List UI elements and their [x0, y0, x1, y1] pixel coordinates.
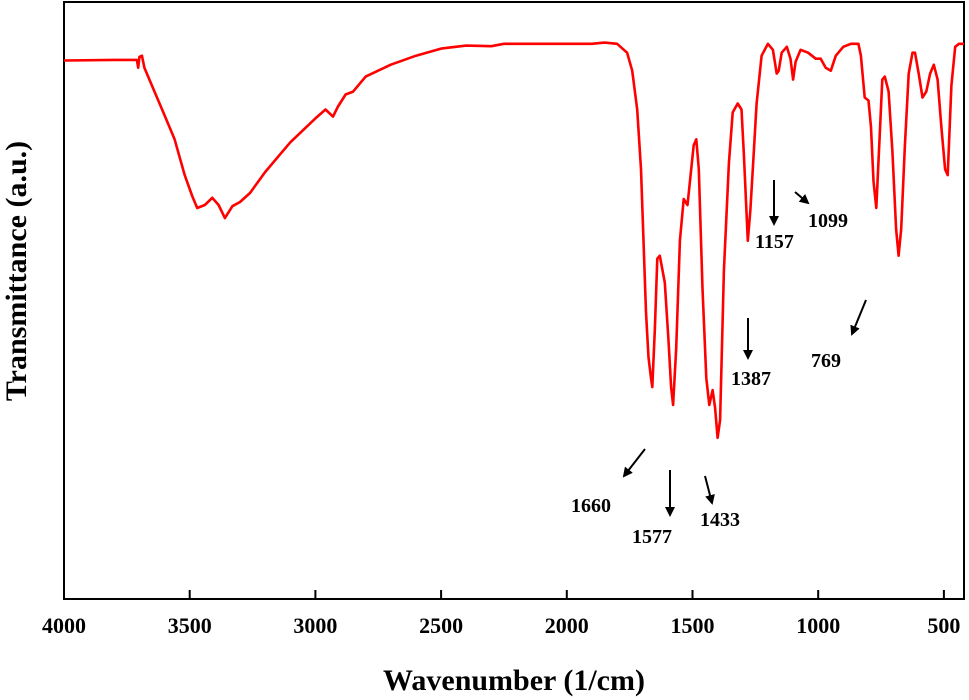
peak-arrow-1099	[794, 191, 810, 205]
x-tick-label-1500: 1500	[670, 613, 714, 638]
x-tick-label-3500: 3500	[168, 613, 212, 638]
peak-label-1387: 1387	[731, 368, 771, 390]
peak-label-769: 769	[811, 350, 841, 372]
peak-label-1157: 1157	[755, 231, 794, 253]
x-tick-label-4000: 4000	[42, 613, 86, 638]
x-tick-label-500: 500	[927, 613, 960, 638]
peak-label-1577: 1577	[632, 526, 672, 548]
peak-annotations: 1660 1577 1433 1387 1157 1099 769	[571, 180, 867, 548]
peak-arrow-769	[850, 299, 867, 336]
x-axis-tick-labels: 4000 3500 3000 2500 2000 1500 1000 500	[42, 613, 960, 638]
x-tick-label-2500: 2500	[419, 613, 463, 638]
plot-frame	[63, 1, 965, 600]
x-tick-label-1000: 1000	[796, 613, 840, 638]
spectrum-line	[63, 41, 964, 440]
x-tick-label-2000: 2000	[545, 613, 589, 638]
y-axis-title: Transmittance (a.u.)	[0, 141, 33, 401]
peak-arrow-1433	[704, 475, 715, 505]
peak-label-1433: 1433	[700, 509, 740, 531]
peak-arrow-1660	[622, 448, 646, 478]
peak-label-1099: 1099	[808, 210, 848, 232]
x-tick-label-3000: 3000	[293, 613, 337, 638]
x-axis-title: Wavenumber (1/cm)	[383, 664, 645, 697]
x-axis-ticks	[63, 590, 945, 599]
peak-label-1660: 1660	[571, 495, 611, 517]
